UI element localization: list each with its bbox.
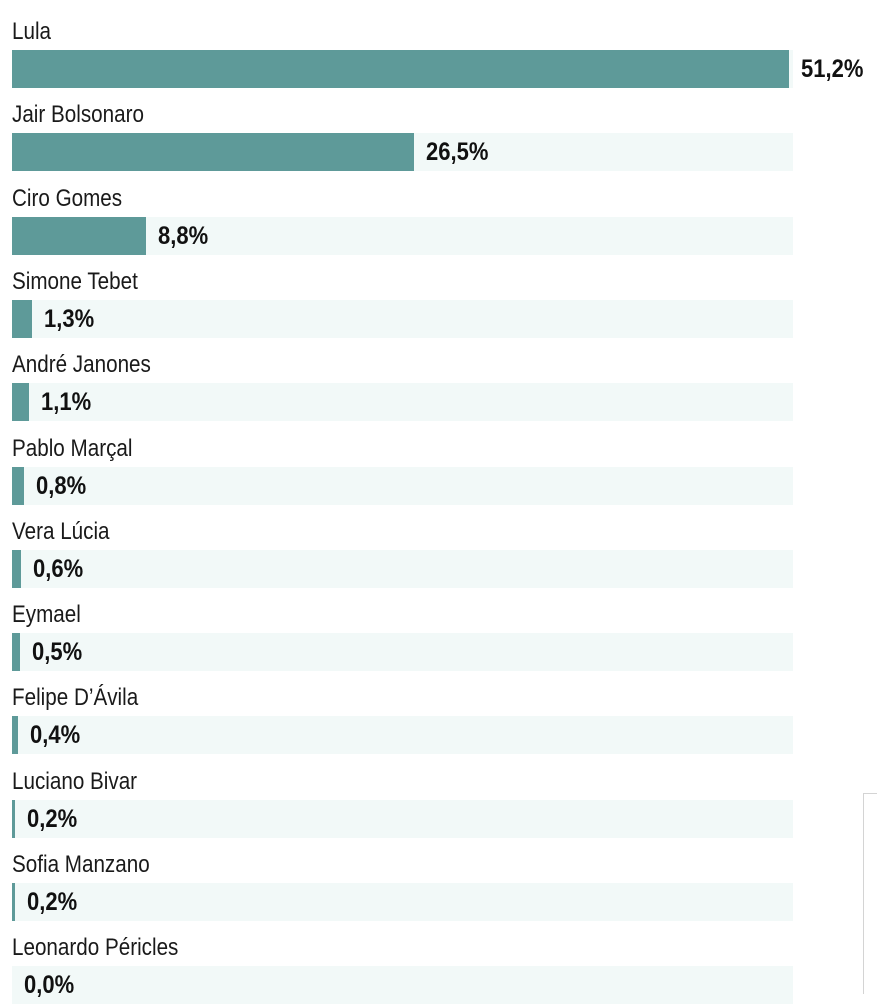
bar-category-label: Luciano Bivar <box>12 767 138 795</box>
bar-category-label: Pablo Marçal <box>12 434 133 462</box>
bar-row: André Janones 1,1% <box>0 340 877 424</box>
bar <box>12 133 415 172</box>
bar-row: Lula 51,2% <box>0 7 877 91</box>
bar-value-label: 1,3% <box>43 304 94 333</box>
bar <box>12 299 32 338</box>
bar-track <box>12 549 793 588</box>
bar-row: Sofia Manzano 0,2% <box>0 840 877 924</box>
bar-track <box>12 383 793 422</box>
bar <box>12 716 19 755</box>
bar-value-label: 0,4% <box>30 721 81 750</box>
bar-category-label: André Janones <box>12 351 151 379</box>
bar <box>12 216 146 255</box>
bar-category-label: Lula <box>12 18 52 45</box>
bar-row: Vera Lúcia 0,6% <box>0 507 877 591</box>
bar-category-label: Sofia Manzano <box>12 851 150 878</box>
bar-category-label: Leonardo Péricles <box>12 934 179 962</box>
bar-value-label: 0,2% <box>27 804 78 833</box>
bar-row: Simone Tebet 1,3% <box>0 257 877 341</box>
side-panel-edge <box>863 793 877 994</box>
bar-row: Jair Bolsonaro 26,5% <box>0 90 877 174</box>
bar-row: Pablo Marçal 0,8% <box>0 424 877 508</box>
bar-track <box>12 466 793 505</box>
bar <box>12 466 25 505</box>
bar-row: Ciro Gomes 8,8% <box>0 174 877 258</box>
bar-value-label: 51,2% <box>801 55 864 83</box>
bar-value-label: 0,5% <box>31 638 82 667</box>
bar-row: Leonardo Péricles 0,0% <box>0 923 877 1007</box>
bar <box>12 799 16 838</box>
bar-track <box>12 883 793 921</box>
bar <box>12 633 20 672</box>
bar-track <box>12 716 793 755</box>
bar-category-label: Eymael <box>12 601 81 629</box>
bar-value-label: 0,8% <box>36 471 87 500</box>
bar-value-label: 1,1% <box>40 388 91 417</box>
bar-track <box>12 299 793 338</box>
bar-row: Eymael 0,5% <box>0 590 877 674</box>
bar-row: Felipe D’Ávila 0,4% <box>0 673 877 757</box>
bar-value-label: 0,6% <box>33 554 84 583</box>
bar-track <box>12 966 793 1005</box>
bar <box>12 883 16 921</box>
bar <box>12 50 789 88</box>
bar-category-label: Ciro Gomes <box>12 184 123 212</box>
bar-category-label: Jair Bolsonaro <box>12 101 144 129</box>
bar <box>12 549 22 588</box>
bar-category-label: Simone Tebet <box>12 267 138 295</box>
bar-category-label: Vera Lúcia <box>12 517 110 545</box>
bar-track <box>12 799 793 838</box>
bar-value-label: 0,0% <box>24 971 75 1000</box>
bar-value-label: 26,5% <box>426 138 489 167</box>
bar-category-label: Felipe D’Ávila <box>12 684 139 712</box>
bar-value-label: 0,2% <box>27 888 78 916</box>
bar-row: Luciano Bivar 0,2% <box>0 757 877 841</box>
bar-value-label: 8,8% <box>157 221 208 250</box>
bar-track <box>12 633 793 672</box>
bar <box>12 383 29 422</box>
